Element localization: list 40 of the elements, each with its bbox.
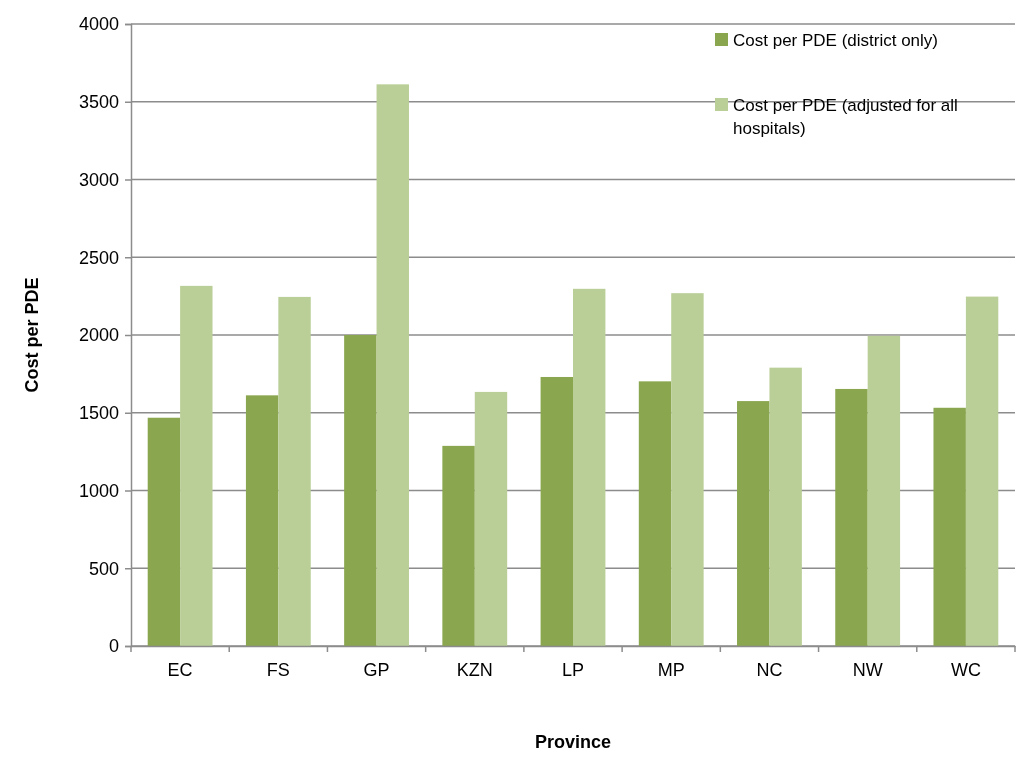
bar <box>376 84 409 646</box>
bar <box>933 407 966 646</box>
y-axis-title: Cost per PDE <box>22 277 42 393</box>
x-axis-title: Province <box>534 732 612 752</box>
bar <box>344 335 377 646</box>
y-tick-label: 0 <box>108 636 119 657</box>
bar <box>965 296 999 646</box>
legend-label: Cost per PDE (adjusted for all hospitals) <box>733 96 958 138</box>
bar <box>442 445 475 646</box>
bar <box>278 296 311 646</box>
x-tick-label: NW <box>852 660 883 680</box>
x-tick-label: GP <box>363 660 390 680</box>
bar <box>180 285 213 646</box>
x-tick-label: NC <box>756 660 783 680</box>
x-tick-label: LP <box>561 660 585 680</box>
bar <box>737 401 770 646</box>
legend-label: Cost per PDE (district only) <box>733 31 938 50</box>
bar <box>573 288 606 646</box>
bar <box>671 293 704 646</box>
bar <box>245 395 279 646</box>
bar <box>638 381 672 646</box>
y-tick-label: 3500 <box>78 92 119 113</box>
x-tick-label: WC <box>950 660 981 680</box>
y-tick-label: 3000 <box>78 169 119 190</box>
bar <box>474 391 508 646</box>
x-tick-label: MP <box>657 660 685 680</box>
bar <box>540 376 573 646</box>
bar <box>769 367 802 646</box>
y-tick-label: 500 <box>88 558 119 579</box>
x-tick-label: EC <box>167 660 193 680</box>
bar <box>147 417 181 646</box>
bar <box>867 335 901 646</box>
y-tick-label: 1500 <box>78 403 119 424</box>
x-tick-label: FS <box>266 660 290 680</box>
y-tick-label: 2500 <box>78 247 119 268</box>
bar <box>835 388 868 646</box>
y-tick-label: 1000 <box>78 480 119 501</box>
y-tick-label: 4000 <box>78 14 119 35</box>
x-tick-label: KZN <box>456 660 493 680</box>
y-tick-label: 2000 <box>78 325 119 346</box>
